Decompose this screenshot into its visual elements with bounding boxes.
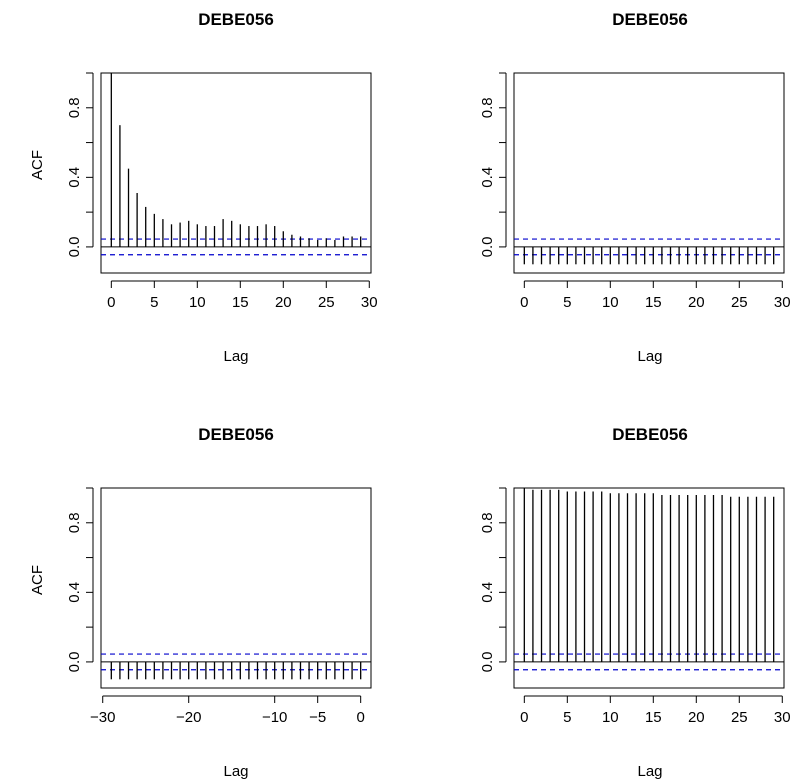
panel-3-title: DEBE056 xyxy=(198,425,274,444)
panel-2-y-tick-label: 0.8 xyxy=(479,97,496,118)
panel-2-y-tick-label: 0.0 xyxy=(479,236,496,257)
panel-3-ylabel: ACF xyxy=(29,565,46,595)
panel-3-y-axis: 0.0 0.4 0.8 xyxy=(66,487,94,672)
panel-4-x-tick-label: 20 xyxy=(688,709,705,726)
panel-4-y-tick-label: 0.8 xyxy=(479,512,496,533)
panel-3: DEBE056 Lag ACF 0.0 0.4 0.8 −30 −20 −10 −5 0 xyxy=(29,425,372,780)
panel-2-x-tick-label: 0 xyxy=(520,294,528,311)
panel-3-xlabel: Lag xyxy=(223,763,248,780)
panel-3-y-tick-label: 0.4 xyxy=(66,582,83,603)
panel-1-x-axis: 0 5 10 15 20 25 30 xyxy=(107,280,378,311)
panel-4-x-tick-label: 0 xyxy=(520,709,528,726)
panel-2: DEBE056 Lag 0.0 0.4 0.8 0 5 10 15 20 25 30 xyxy=(479,10,791,365)
panel-1-y-tick-label: 0.4 xyxy=(66,167,83,188)
panel-4-x-axis: 0 5 10 15 20 25 30 xyxy=(520,695,791,726)
panel-1-x-tick-label: 5 xyxy=(150,294,158,311)
panel-2-y-axis: 0.0 0.4 0.8 xyxy=(479,72,507,257)
panel-3-x-tick-label: −5 xyxy=(309,709,326,726)
panel-1-xlabel: Lag xyxy=(223,348,248,365)
panel-1-title: DEBE056 xyxy=(198,10,274,29)
panel-4-x-tick-label: 25 xyxy=(731,709,748,726)
panel-4-x-tick-label: 10 xyxy=(602,709,619,726)
panel-1-x-tick-label: 30 xyxy=(361,294,378,311)
panel-4-y-axis: 0.0 0.4 0.8 xyxy=(479,487,507,672)
panel-2-y-tick-label: 0.4 xyxy=(479,167,496,188)
panel-2-x-tick-label: 30 xyxy=(774,294,791,311)
panel-2-x-tick-label: 15 xyxy=(645,294,662,311)
panel-4: DEBE056 Lag 0.0 0.4 0.8 0 5 10 15 20 25 30 xyxy=(479,425,791,780)
panel-4-plot-box xyxy=(513,487,785,689)
panel-4-title: DEBE056 xyxy=(612,425,688,444)
panel-1: DEBE056 Lag ACF 0.0 0.4 0.8 0 5 10 15 20 25 30 xyxy=(29,10,378,365)
panel-3-y-tick-label: 0.0 xyxy=(66,651,83,672)
panel-1-x-tick-label: 25 xyxy=(318,294,335,311)
panel-2-x-tick-label: 25 xyxy=(731,294,748,311)
panel-4-x-tick-label: 15 xyxy=(645,709,662,726)
panel-1-x-tick-label: 15 xyxy=(232,294,249,311)
panel-2-x-tick-label: 10 xyxy=(602,294,619,311)
panel-1-plot-box xyxy=(100,72,372,274)
panel-2-title: DEBE056 xyxy=(612,10,688,29)
panel-2-x-tick-label: 5 xyxy=(563,294,571,311)
panel-3-plot-box xyxy=(100,487,372,689)
panel-3-x-tick-label: −20 xyxy=(176,709,201,726)
panel-3-x-tick-label: −30 xyxy=(90,709,115,726)
panel-1-y-axis: 0.0 0.4 0.8 xyxy=(66,72,94,257)
panel-4-y-tick-label: 0.4 xyxy=(479,582,496,603)
panel-3-x-tick-label: 0 xyxy=(357,709,365,726)
panel-1-marks xyxy=(101,73,371,256)
panel-1-y-tick-label: 0.0 xyxy=(66,236,83,257)
panel-3-y-tick-label: 0.8 xyxy=(66,512,83,533)
panel-1-x-tick-label: 10 xyxy=(189,294,206,311)
panel-1-x-tick-label: 0 xyxy=(107,294,115,311)
panel-4-marks xyxy=(514,488,784,671)
panel-2-marks xyxy=(514,238,784,265)
panel-2-x-axis: 0 5 10 15 20 25 30 xyxy=(520,280,791,311)
panel-2-xlabel: Lag xyxy=(637,348,662,365)
panel-4-x-tick-label: 5 xyxy=(563,709,571,726)
panel-3-marks xyxy=(101,653,371,680)
panel-4-y-tick-label: 0.0 xyxy=(479,651,496,672)
panel-1-y-tick-label: 0.8 xyxy=(66,97,83,118)
panel-3-x-tick-label: −10 xyxy=(262,709,287,726)
panel-4-x-tick-label: 30 xyxy=(774,709,791,726)
panel-1-ylabel: ACF xyxy=(29,150,46,180)
panel-1-x-tick-label: 20 xyxy=(275,294,292,311)
panel-2-plot-box xyxy=(513,72,785,274)
panel-2-x-tick-label: 20 xyxy=(688,294,705,311)
panel-4-xlabel: Lag xyxy=(637,763,662,780)
panel-3-x-axis: −30 −20 −10 −5 0 xyxy=(90,695,365,726)
